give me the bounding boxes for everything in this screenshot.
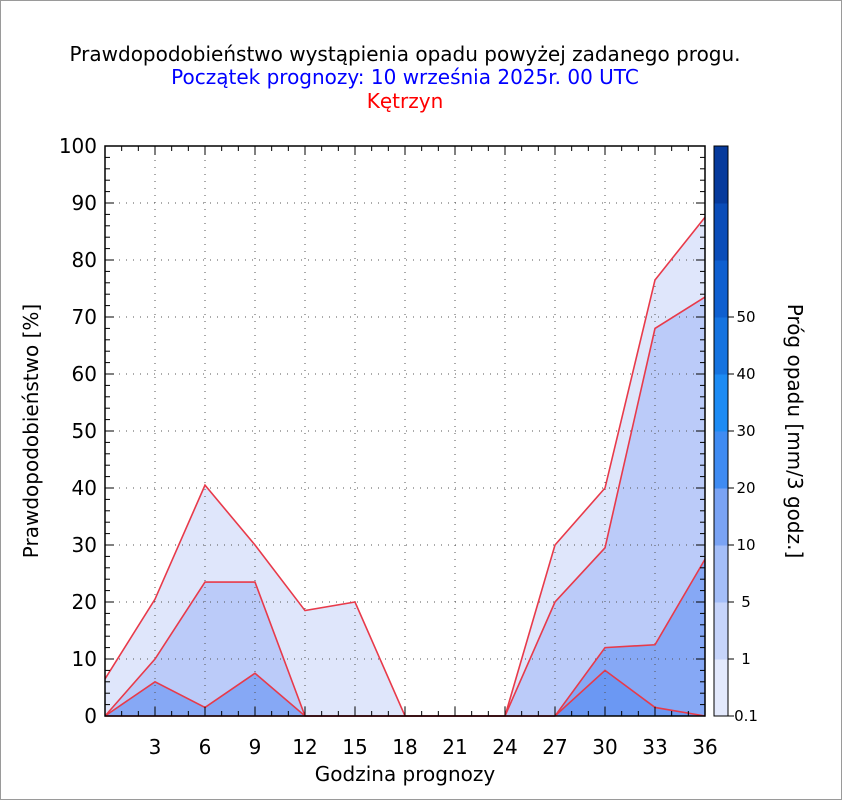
area-series-2: [105, 559, 705, 716]
y-tick-label: 80: [72, 248, 97, 272]
y-tick-label: 60: [72, 362, 97, 386]
area-series-3: [105, 670, 705, 716]
colorbar-tick-label: 10: [736, 536, 755, 554]
colorbar-tick-label: 30: [736, 422, 755, 440]
y-tick-label: 0: [84, 704, 97, 728]
y-axis-label: Prawdopodobieństwo [%]: [19, 304, 43, 558]
colorbar-tick-label: 0.1: [734, 707, 758, 725]
colorbar-tick-label: 50: [736, 308, 755, 326]
x-axis-label: Godzina prognozy: [315, 762, 496, 786]
y-tick-label: 40: [72, 476, 97, 500]
y-tick-label: 20: [72, 590, 97, 614]
colorbar-segment: [714, 317, 728, 375]
x-tick-label: 3: [149, 735, 162, 759]
area-series-1: [105, 297, 705, 716]
chart-title: Prawdopodobieństwo wystąpienia opadu pow…: [69, 42, 740, 66]
colorbar-segment: [714, 488, 728, 546]
y-tick-label: 50: [72, 419, 97, 443]
x-tick-label: 6: [199, 735, 212, 759]
chart-location: Kętrzyn: [367, 89, 444, 113]
colorbar-tick-label: 40: [736, 365, 755, 383]
colorbar-segment: [714, 545, 728, 603]
y-tick-label: 10: [72, 647, 97, 671]
y-tick-label: 90: [72, 191, 97, 215]
colorbar-segment: [714, 260, 728, 318]
x-tick-labels: 3 6 9 12 15 18 21 24 27 30 33 36: [149, 735, 718, 759]
x-tick-label: 30: [592, 735, 617, 759]
x-tick-label: 18: [392, 735, 417, 759]
y-tick-labels: 0 10 20 30 40 50 60 70 80 90 100: [59, 134, 97, 728]
chart-subtitle: Początek prognozy: 10 września 2025r. 00…: [171, 65, 639, 89]
colorbar-segment: [714, 431, 728, 489]
colorbar-segment: [714, 146, 728, 204]
area-layers: [105, 217, 705, 716]
colorbar-tick-labels: 0.1 1 5 10 20 30 40 50: [728, 308, 758, 725]
x-tick-label: 15: [342, 735, 367, 759]
axis-ticks: [104, 145, 706, 717]
x-tick-label: 24: [492, 735, 517, 759]
colorbar-segment: [714, 659, 728, 717]
colorbar-label: Próg opadu [mm/3 godz.]: [783, 304, 807, 559]
x-tick-label: 12: [292, 735, 317, 759]
x-tick-label: 33: [642, 735, 667, 759]
colorbar: [713, 145, 729, 717]
colorbar-tick-label: 20: [736, 479, 755, 497]
x-tick-label: 36: [692, 735, 717, 759]
colorbar-segment: [714, 602, 728, 660]
x-tick-label: 21: [442, 735, 467, 759]
y-tick-label: 100: [59, 134, 97, 158]
x-tick-label: 27: [542, 735, 567, 759]
colorbar-tick-label: 1: [741, 650, 751, 668]
colorbar-segment: [714, 203, 728, 261]
y-tick-label: 70: [72, 305, 97, 329]
colorbar-segment: [714, 374, 728, 432]
y-tick-label: 30: [72, 533, 97, 557]
colorbar-tick-label: 5: [741, 593, 751, 611]
x-tick-label: 9: [249, 735, 262, 759]
